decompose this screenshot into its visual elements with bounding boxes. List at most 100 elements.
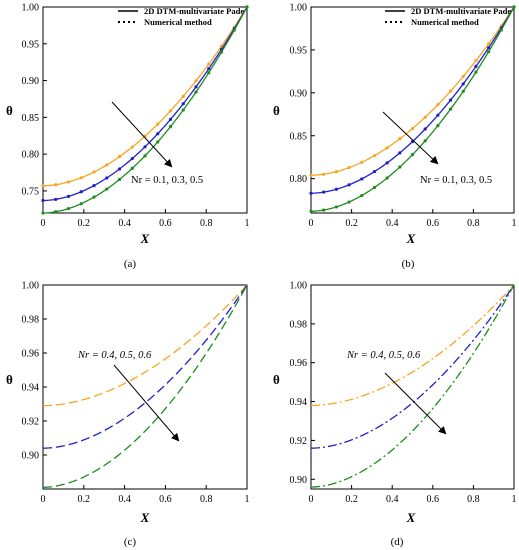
series-point-blue [461,82,465,86]
series-point-blue [398,151,402,155]
series-point-green [487,50,491,54]
chart-panel-a: 0 0.2 0.4 0.6 0.8 1 0.75 0.80 0.85 0.90 0.95 1.00 Xθ… [6,3,250,271]
series-point-blue [92,184,96,188]
series-point-orange [92,170,96,174]
y-tick-label: 0.96 [22,349,40,360]
x-tick-label: 0.4 [118,218,131,229]
y-tick-label: 1.00 [290,3,308,14]
series-line-orange [42,284,248,407]
series-point-green [410,153,415,157]
series-point-orange [410,126,415,131]
panel-label: (c) [124,536,137,548]
series-point-green [309,209,313,213]
series-point-orange [487,42,491,46]
series-point-green [385,176,389,180]
series-point-orange [156,122,160,126]
x-tick-label: 0.8 [467,494,480,505]
series-line-green [42,284,248,488]
chart-panel-d: 0 0.2 0.4 0.6 0.8 1 0.90 0.92 0.94 0.96 0.98 1.00 Xθ… [273,281,517,549]
series-point-blue [194,85,198,89]
annotation-label: Nr = 0.4, 0.5, 0.6 [346,350,421,361]
series-point-blue [181,102,185,106]
series-point-blue [79,190,83,194]
series-point-orange [448,89,453,93]
series-point-green [372,185,377,190]
annotation-label: Nr = 0.4, 0.5, 0.6 [77,350,152,361]
x-axis-label: X [140,510,150,525]
x-tick-label: 0.2 [345,494,358,505]
series-point-green [360,193,364,198]
panel-label: (d) [391,536,404,548]
series-point-green [66,207,71,211]
series-point-blue [360,177,364,181]
y-tick-label: 0.92 [290,436,308,447]
trend-arrow [111,101,173,168]
series-line-green [310,284,515,488]
series-point-orange [309,173,313,177]
series-point-blue [66,194,71,198]
series-point-green [245,5,249,9]
plot-frame [42,6,248,214]
x-tick-label: 0.4 [386,218,399,229]
y-tick-label: 1.00 [290,281,308,292]
series-point-orange [372,154,377,158]
annotation-label: Nr = 0.1, 0.3, 0.5 [131,175,203,186]
y-tick-label: 0.85 [22,113,40,124]
series-point-blue [309,191,313,195]
series-point-orange [105,163,109,167]
y-tick-label: 0.90 [22,451,40,462]
series-point-blue [322,190,326,194]
series-point-green [219,50,224,54]
x-tick-label: 0 [41,218,46,229]
series-point-blue [334,187,338,191]
series-point-blue [105,176,109,180]
series-point-orange [461,74,465,79]
y-axis-label: θ [6,372,13,387]
y-tick-label: 0.80 [290,174,308,185]
y-tick-label: 0.94 [290,397,308,408]
legend-label: 2D DTM-multivariate Pade [411,6,511,16]
series-point-orange [181,94,185,98]
trend-arrow [113,364,180,442]
series-point-orange [474,59,478,63]
x-tick-label: 0.8 [467,218,480,229]
x-tick-label: 0.4 [386,494,399,505]
y-tick-label: 0.90 [22,76,40,87]
series-line-blue [310,284,515,449]
chart-panel-b: 0 0.2 0.4 0.6 0.8 1 0.80 0.85 0.90 0.95 1.00 Xθ (b) 2… [273,3,517,271]
series-point-orange [54,183,58,187]
series-point-green [207,71,211,75]
series-point-blue [423,127,427,131]
series-point-orange [322,172,326,176]
chart-panel-c: 0 0.2 0.4 0.6 0.8 1 0.90 0.92 0.94 0.96 0.98 1.00 Xθ… [6,281,250,549]
x-tick-label: 1 [245,494,250,505]
x-tick-label: 0.8 [200,494,213,505]
series-line-orange [310,284,515,407]
x-tick-label: 0.8 [200,218,213,229]
series-point-green [181,108,185,112]
series-point-green [41,211,45,215]
series-point-orange [207,62,211,66]
legend-label: Numerical method [411,17,479,27]
series-point-blue [372,170,377,174]
x-tick-label: 0.6 [159,494,172,505]
y-tick-label: 0.85 [290,131,308,142]
series-point-orange [130,145,134,149]
series-point-orange [79,176,83,180]
x-tick-label: 0 [41,494,46,505]
series-point-blue [130,156,134,161]
x-axis-label: X [140,231,150,246]
series-point-orange [194,79,198,83]
y-tick-label: 1.00 [22,3,40,14]
series-point-green [436,124,440,128]
series-point-blue [168,117,173,121]
series-point-green [322,208,326,212]
legend-label: 2D DTM-multivariate Pade [144,6,244,16]
series-point-blue [436,113,440,117]
series-line-blue [310,6,515,194]
panel-label: (b) [402,258,415,270]
series-point-green [512,5,516,9]
series-point-green [448,107,453,111]
series-point-green [334,205,338,209]
